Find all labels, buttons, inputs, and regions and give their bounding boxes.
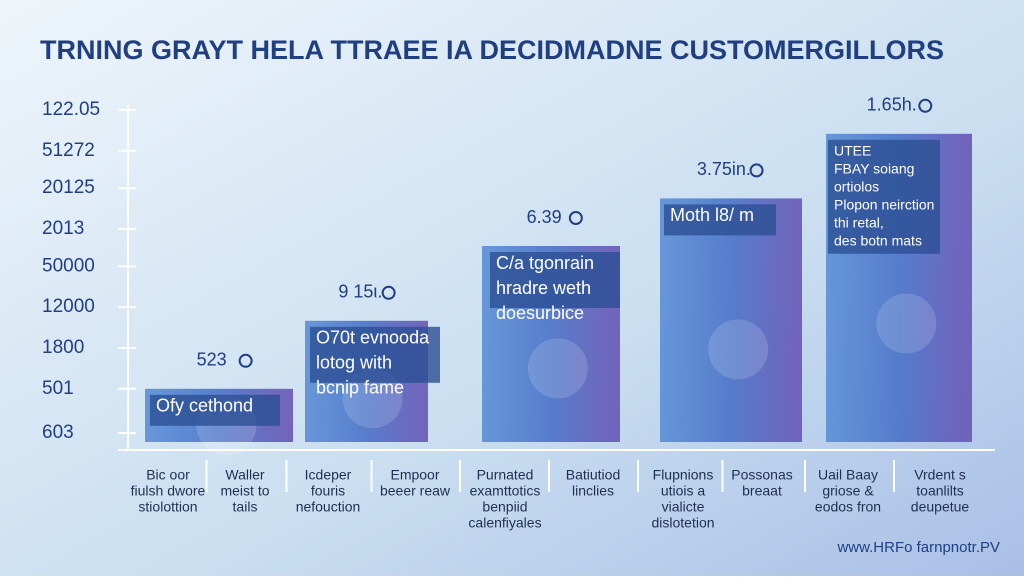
info-icon xyxy=(381,285,396,300)
x-tick-label: Uail Baay xyxy=(818,467,878,483)
info-icon xyxy=(749,163,764,178)
bar-text: doesurbice xyxy=(496,303,584,323)
bar-glow xyxy=(527,338,588,399)
bar-text-box xyxy=(664,204,776,236)
x-tick-label: fiulsh dwore xyxy=(131,483,206,499)
bar-label: 1.65h. xyxy=(867,95,917,115)
bar-text: FBAY soiang xyxy=(834,161,914,177)
bar-text: UTEE xyxy=(834,143,871,159)
y-tick-label: 20125 xyxy=(42,177,95,198)
x-tick-label: Waller xyxy=(225,467,264,483)
y-tick-label: 51272 xyxy=(42,140,95,161)
x-tick-label: deupetue xyxy=(911,499,970,515)
x-tick-label: Vrdent s xyxy=(914,467,966,483)
y-tick-label: 501 xyxy=(42,378,74,399)
x-tick-label: griose & xyxy=(822,483,874,499)
x-tick-label: linclies xyxy=(572,483,614,499)
bar-text: hradre weth xyxy=(496,278,591,298)
y-tick-label: 50000 xyxy=(42,255,95,276)
x-tick-label: Empoor xyxy=(390,467,439,483)
bar-text: O70t evnooda xyxy=(316,328,430,348)
bar xyxy=(660,198,802,442)
info-icon xyxy=(918,98,933,113)
x-tick-label: eodos fron xyxy=(815,499,881,515)
y-tick-label: 603 xyxy=(42,422,74,443)
x-tick-label: Purnated xyxy=(477,467,534,483)
bar-text: Plopon neirction xyxy=(834,197,934,213)
footer: www.HRFo farnpnotr.PV xyxy=(836,539,1000,556)
bar-text: thi retal, xyxy=(834,215,884,231)
x-tick-label: nefouction xyxy=(296,499,361,515)
x-tick-label: fouris xyxy=(311,483,345,499)
x-tick-label: breaat xyxy=(742,483,782,499)
x-tick-label: beeer reaw xyxy=(380,483,451,499)
x-tick-label: dislotetion xyxy=(651,515,714,531)
x-tick-label: utiois a xyxy=(661,483,706,499)
bar-text-box xyxy=(310,326,440,383)
bar-glow xyxy=(876,293,937,354)
x-tick-label: Batiutiod xyxy=(566,467,620,483)
bar-text-box xyxy=(490,252,620,308)
bar-glow xyxy=(342,368,403,429)
x-tick-label: toanlilts xyxy=(916,483,963,499)
bar-label: 9 15ι. xyxy=(338,282,382,302)
bar-label: 3.75in. xyxy=(697,159,751,179)
x-tick-label: calenfiyales xyxy=(468,515,541,531)
bar-text-box xyxy=(828,139,940,254)
x-tick-label: Icdeper xyxy=(305,467,352,483)
bar-text: C/a tgonrain xyxy=(496,253,594,273)
x-tick-label: stiolottion xyxy=(138,499,197,515)
x-tick-label: benpiid xyxy=(482,499,527,515)
x-tick-label: Possonas xyxy=(731,467,792,483)
bar-text: lotog with xyxy=(316,353,392,373)
bar-label: 523 xyxy=(197,350,227,370)
x-tick-label: tails xyxy=(233,499,258,515)
info-icon xyxy=(238,353,253,368)
bar-text: Moth l8/ m xyxy=(670,205,754,225)
bar-label: 6.39 xyxy=(527,207,562,227)
x-tick-label: Bic oor xyxy=(146,467,190,483)
chart-title: TRNING GRAYT HELA TTRAEE IA DECIDMADNE C… xyxy=(40,35,944,65)
bar-glow xyxy=(708,319,769,380)
bar-text: ortiolos xyxy=(834,179,879,195)
y-tick-label: 12000 xyxy=(42,296,95,317)
y-tick-label: 122.05 xyxy=(42,99,100,120)
x-tick-label: vialicte xyxy=(662,499,705,515)
bar-text: des botn mats xyxy=(834,233,922,249)
y-tick-label: 2013 xyxy=(42,218,84,239)
x-tick-label: Flupnions xyxy=(653,467,714,483)
bar-text: Ofy cethond xyxy=(156,396,253,416)
x-tick-label: examttotics xyxy=(470,483,541,499)
y-tick-label: 1800 xyxy=(42,337,84,358)
bar-text-box xyxy=(150,394,280,426)
bar-text: bcnip fame xyxy=(316,378,404,398)
x-tick-label: meist to xyxy=(220,483,269,499)
info-icon xyxy=(568,211,583,225)
